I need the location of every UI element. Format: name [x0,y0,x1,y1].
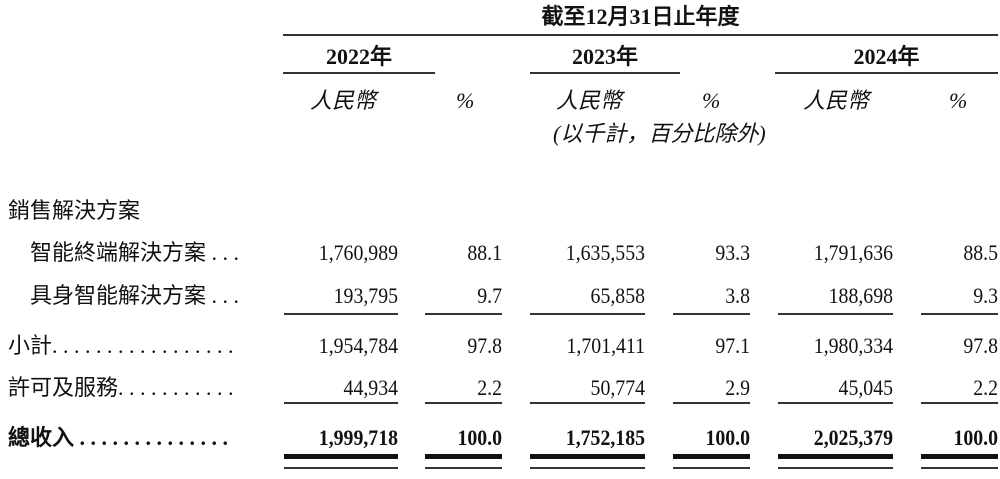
percent-cell: 9.3 [973,283,998,308]
divider [283,72,435,74]
divider [530,72,680,74]
currency-label: 人民幣 [310,88,377,113]
subtotal-underline [778,402,893,404]
percent-cell: 88.5 [963,240,998,265]
percent-cell: 9.7 [477,283,502,308]
amount-cell: 1,760,989 [318,240,398,265]
amount-cell: 1,635,553 [565,240,645,265]
percent-label: % [949,88,968,113]
percent-cell: 100.0 [705,425,750,450]
year-2023: 2023年 [571,44,638,69]
percent-cell: 2.2 [477,375,502,400]
row-label: 許可及服務. . . . . . . . . . . [8,375,234,400]
subtotal-underline [921,402,998,404]
amount-cell: 45,045 [838,375,893,400]
currency-label: 人民幣 [803,88,870,113]
total-double-underline [284,454,398,469]
total-double-underline [778,454,893,469]
amount-cell: 2,025,379 [813,425,893,450]
percent-cell: 2.2 [973,375,998,400]
subtotal-underline [284,313,398,315]
amount-cell: 1,752,185 [565,425,645,450]
row-label: 小計. . . . . . . . . . . . . . . . . [8,333,234,358]
amount-cell: 1,999,718 [318,425,398,450]
amount-cell: 188,698 [828,283,893,308]
percent-cell: 97.8 [963,333,998,358]
row-label: 銷售解決方案 [8,198,141,223]
percent-cell: 97.1 [715,333,750,358]
subtotal-underline [425,313,502,315]
percent-label: % [702,88,721,113]
subtotal-underline [673,402,750,404]
unit-note: (以千計，百分比除外) [553,121,766,146]
percent-cell: 97.8 [467,333,502,358]
total-double-underline [673,454,750,469]
subtotal-underline [530,313,645,315]
percent-cell: 3.8 [725,283,750,308]
subtotal-underline [425,402,502,404]
amount-cell: 1,701,411 [566,333,645,358]
total-double-underline [921,454,998,469]
year-2022: 2022年 [325,44,392,69]
amount-cell: 65,858 [590,283,645,308]
row-label: 具身智能解決方案 . . . [30,283,240,308]
percent-cell: 2.9 [725,375,750,400]
year-2024: 2024年 [853,44,920,69]
percent-cell: 88.1 [467,240,502,265]
row-label: 總收入 . . . . . . . . . . . . . . [8,425,229,450]
subtotal-underline [530,402,645,404]
divider [775,72,998,74]
amount-cell: 1,954,784 [318,333,398,358]
currency-label: 人民幣 [556,88,623,113]
percent-cell: 100.0 [953,425,998,450]
subtotal-underline [673,313,750,315]
period-header: 截至12月31日止年度 [541,4,740,29]
subtotal-underline [921,313,998,315]
subtotal-underline [778,313,893,315]
total-double-underline [425,454,502,469]
amount-cell: 1,980,334 [813,333,893,358]
percent-cell: 93.3 [715,240,750,265]
amount-cell: 44,934 [343,375,398,400]
percent-cell: 100.0 [457,425,502,450]
subtotal-underline [284,402,398,404]
row-label: 智能終端解決方案 . . . [30,240,240,265]
amount-cell: 193,795 [333,283,398,308]
amount-cell: 1,791,636 [813,240,893,265]
total-double-underline [530,454,645,469]
divider [283,34,998,36]
percent-label: % [456,88,475,113]
amount-cell: 50,774 [590,375,645,400]
